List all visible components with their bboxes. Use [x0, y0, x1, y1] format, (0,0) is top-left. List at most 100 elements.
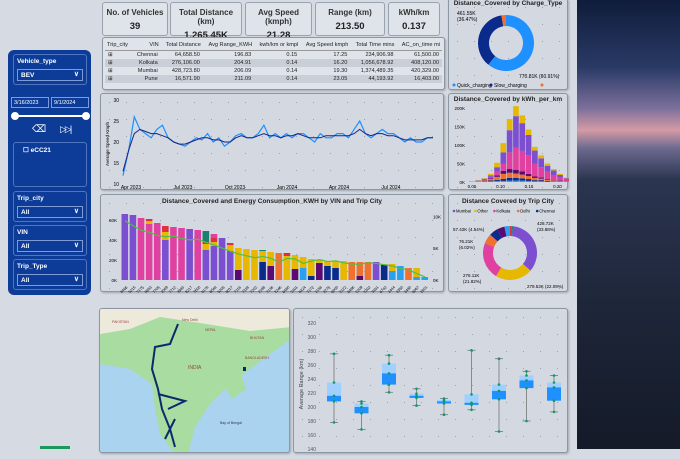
table-cell: 196.83 [203, 51, 254, 60]
y2-tick-label: 10K [433, 214, 441, 219]
map-label: INDIA [188, 365, 202, 371]
column-header[interactable]: Total Distance [161, 40, 203, 51]
vin-bar-segment [373, 262, 380, 280]
table-cell: 0.14 [254, 67, 300, 75]
data-point [360, 400, 363, 403]
legend-dot [493, 210, 496, 213]
slice-label: 770.81K (60.91%) [519, 74, 560, 80]
date-end-input[interactable]: 9/1/2024 [51, 97, 89, 108]
expand-icon[interactable]: ⊞ [105, 59, 132, 67]
vin-combo-chart-panel: Distance_Covered and Energy Consumption_… [100, 194, 444, 292]
trip-city-dropdown[interactable]: All∨ [17, 206, 83, 218]
legend-chennai: Chennai [539, 209, 555, 214]
legend-mumbai: Mumbai [456, 209, 471, 214]
tree-item-eCC21[interactable]: ☐ eCC21 [23, 146, 83, 154]
legend-slow-charging: Slow_charging [494, 83, 527, 89]
slider-handle-start[interactable] [11, 112, 19, 120]
vehicle-type-dropdown[interactable]: BEV∨ [17, 69, 83, 81]
column-header[interactable]: Avg Speed kmph [300, 40, 350, 51]
vin-value: All [21, 243, 29, 250]
column-header[interactable]: AC_on_time mi [396, 40, 442, 51]
expand-icon[interactable]: ⊞ [105, 51, 132, 60]
data-point [553, 399, 556, 402]
vin-bar-segment [154, 223, 161, 280]
trip-type-dropdown[interactable]: All∨ [17, 274, 83, 286]
expand-icon[interactable]: ⊞ [105, 67, 132, 75]
kpi-value: 0.137 [389, 21, 439, 32]
histogram-bar-segment [545, 180, 551, 181]
y-tick-label: 10 [113, 182, 119, 188]
vin-bar-segment [178, 228, 185, 280]
eraser-icon[interactable]: ⌫ [32, 124, 46, 135]
column-header[interactable]: Avg Range_KWH [203, 40, 254, 51]
histogram-bar-segment [519, 178, 525, 180]
table-cell: 276,106.00 [161, 59, 203, 67]
histogram-bar-segment [538, 180, 544, 181]
slice-label: (6.02%) [459, 245, 475, 250]
histogram-bar-segment [501, 179, 507, 181]
legend-dot [453, 84, 456, 87]
histogram-bar-segment [501, 174, 507, 179]
histogram-bar-segment [507, 130, 513, 152]
vin-label: VIN [17, 229, 83, 237]
vin-bar-segment [308, 276, 315, 280]
kpi-label: Total Distance (km) [171, 8, 241, 26]
date-end-value: 9/1/2024 [54, 100, 75, 106]
date-range-slider[interactable] [15, 115, 85, 117]
table-cell: 19.30 [300, 67, 350, 75]
background-photo [577, 0, 680, 449]
y-tick-label: 200 [308, 405, 317, 411]
donut-slice-mumbai [512, 226, 537, 270]
table-cell: 23.05 [300, 75, 350, 83]
kpi-label: Range (km) [316, 8, 384, 17]
box-upper [382, 364, 396, 374]
vin-bar-segment [194, 230, 201, 280]
histogram-bar-segment [532, 164, 538, 177]
vin-bar-segment [292, 269, 299, 280]
column-header[interactable]: kwh/km or kmpl [254, 40, 300, 51]
speed-line-0 [123, 117, 433, 176]
table-cell: 16.20 [300, 59, 350, 67]
slider-handle-end[interactable] [82, 112, 90, 120]
data-point [553, 386, 556, 389]
column-header[interactable]: Trip_city [105, 40, 132, 51]
vin-bar-segment [146, 221, 153, 224]
histogram-bar-segment [513, 116, 519, 147]
data-point [553, 374, 556, 377]
data-point [470, 402, 473, 405]
histogram-bar-segment [482, 181, 488, 182]
column-header[interactable]: Total Time mins [350, 40, 396, 51]
data-point [333, 395, 336, 398]
histogram-bar-segment [551, 181, 557, 182]
histogram-bar-segment [513, 170, 519, 174]
histogram-bar-segment [532, 147, 538, 151]
data-point [415, 404, 418, 407]
skip-forward-icon[interactable]: ▷▷| [60, 124, 70, 135]
data-point [553, 411, 556, 414]
histogram-bar-segment [494, 177, 500, 180]
histogram-bar-segment [551, 171, 557, 175]
slice-label: (36.47%) [457, 17, 478, 23]
data-point [470, 349, 473, 352]
kpi-label: kWh/km [389, 8, 439, 17]
date-start-input[interactable]: 3/16/2023 [11, 97, 49, 108]
vin-dropdown[interactable]: All∨ [17, 240, 83, 252]
data-point [360, 406, 363, 409]
column-header[interactable]: VIN [132, 40, 161, 51]
y-tick-label: 320 [308, 321, 317, 327]
vin-bar-segment [203, 250, 210, 280]
vin-bar-segment [251, 250, 258, 280]
y-tick-label: 40K [109, 238, 117, 243]
x-tick-label: 8017 [225, 285, 234, 293]
expand-icon[interactable]: ⊞ [105, 75, 132, 83]
vin-bar-segment [219, 238, 226, 280]
table-cell: 61,500.00 [396, 51, 442, 60]
map-label: BANGLADESH [245, 356, 269, 360]
